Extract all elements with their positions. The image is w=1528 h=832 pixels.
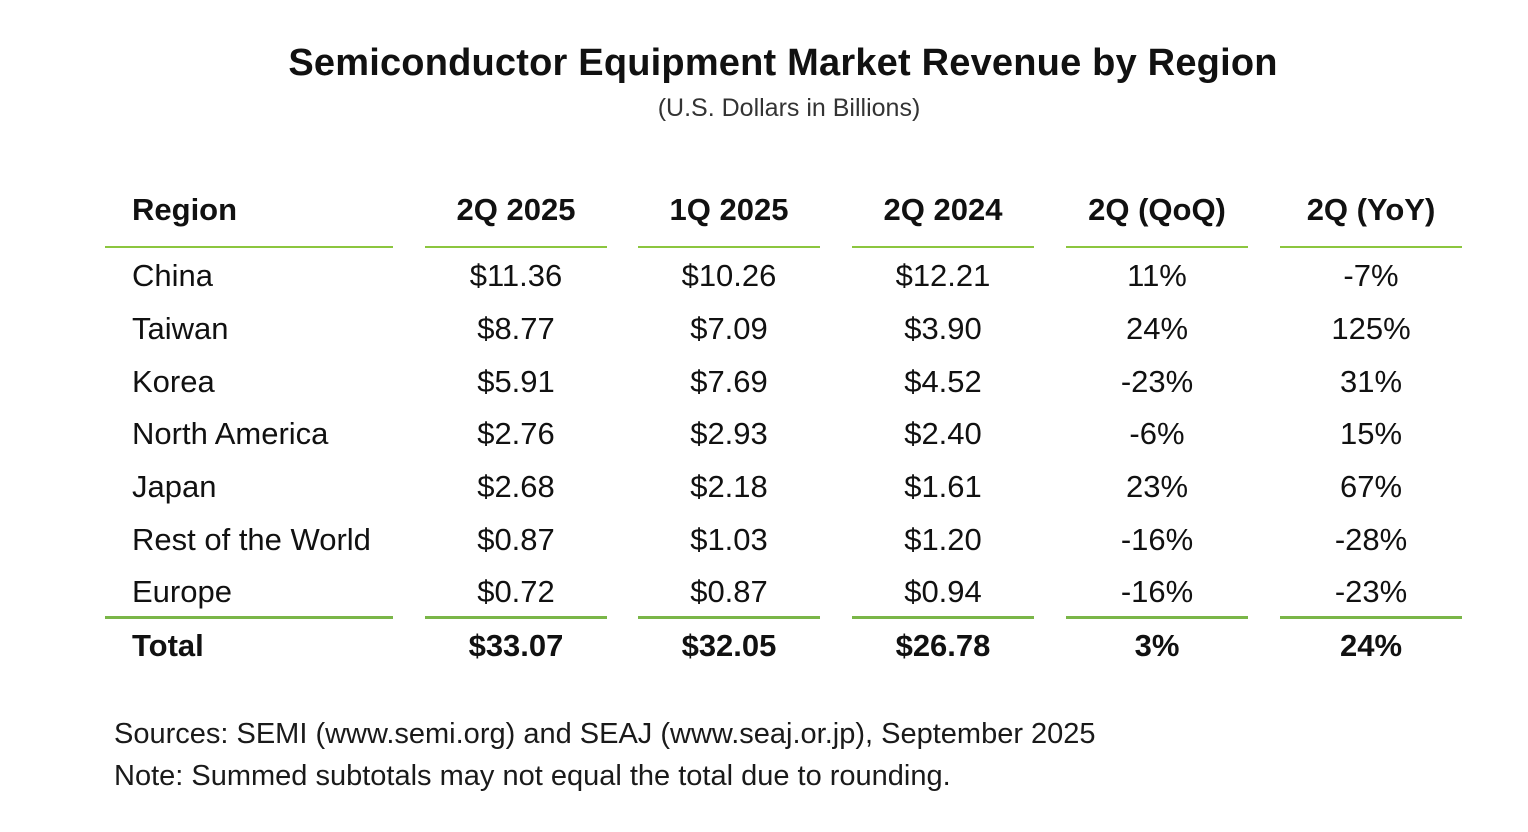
table-header-row: Region 2Q 2025 1Q 2025 2Q 2024 2Q (QoQ) …: [0, 190, 1528, 230]
value-cell: $4.52: [904, 364, 982, 399]
header-divider-segment: [105, 246, 393, 248]
header-divider-segment: [425, 246, 607, 248]
table-row: China $11.36 $10.26 $12.21 11% -7%: [0, 256, 1528, 296]
total-divider-segment: [852, 616, 1034, 619]
qoq-cell: -23%: [1120, 364, 1194, 399]
sources-note: Sources: SEMI (www.semi.org) and SEAJ (w…: [114, 718, 1096, 750]
table-row: North America $2.76 $2.93 $2.40 -6% 15%: [0, 414, 1528, 454]
value-cell: $5.91: [477, 364, 555, 399]
table-row: Taiwan $8.77 $7.09 $3.90 24% 125%: [0, 309, 1528, 349]
qoq-cell: -16%: [1120, 522, 1194, 557]
region-cell: Japan: [132, 469, 217, 504]
header-yoy: 2Q (YoY): [1306, 192, 1436, 227]
header-1q-2025: 1Q 2025: [669, 192, 789, 227]
yoy-cell: 15%: [1339, 416, 1403, 451]
yoy-cell: -23%: [1334, 574, 1408, 609]
rounding-note: Note: Summed subtotals may not equal the…: [114, 760, 951, 792]
yoy-cell: -28%: [1334, 522, 1408, 557]
value-cell: $2.40: [904, 416, 982, 451]
total-label: Total: [132, 628, 204, 663]
total-divider-segment: [1280, 616, 1462, 619]
yoy-cell: 31%: [1339, 364, 1403, 399]
value-cell: $0.87: [477, 522, 555, 557]
value-cell: $2.76: [477, 416, 555, 451]
header-divider-segment: [852, 246, 1034, 248]
total-divider-segment: [425, 616, 607, 619]
value-cell: $11.36: [469, 258, 563, 293]
value-cell: $0.94: [904, 574, 982, 609]
value-cell: $8.77: [477, 311, 555, 346]
total-qoq: 3%: [1134, 628, 1180, 663]
yoy-cell: 125%: [1331, 311, 1411, 346]
header-divider-segment: [1280, 246, 1462, 248]
value-cell: $2.68: [477, 469, 555, 504]
header-2q-2025: 2Q 2025: [456, 192, 576, 227]
total-2q-2025: $33.07: [468, 628, 564, 663]
header-region: Region: [132, 192, 238, 227]
table-total-row: Total $33.07 $32.05 $26.78 3% 24%: [0, 626, 1528, 666]
total-divider-segment: [638, 616, 820, 619]
page-subtitle: (U.S. Dollars in Billions): [657, 94, 921, 122]
table-row: Europe $0.72 $0.87 $0.94 -16% -23%: [0, 572, 1528, 612]
qoq-cell: 24%: [1125, 311, 1189, 346]
value-cell: $12.21: [895, 258, 991, 293]
header-divider-segment: [638, 246, 820, 248]
value-cell: $1.61: [904, 469, 982, 504]
qoq-cell: -6%: [1129, 416, 1185, 451]
yoy-cell: -7%: [1343, 258, 1399, 293]
table-row: Korea $5.91 $7.69 $4.52 -23% 31%: [0, 362, 1528, 402]
qoq-cell: 23%: [1125, 469, 1189, 504]
total-2q-2024: $26.78: [895, 628, 991, 663]
region-cell: Europe: [132, 574, 232, 609]
qoq-cell: 11%: [1127, 258, 1187, 293]
region-cell: Taiwan: [132, 311, 229, 346]
value-cell: $2.93: [690, 416, 768, 451]
total-1q-2025: $32.05: [681, 628, 777, 663]
region-cell: North America: [132, 416, 329, 451]
value-cell: $0.87: [690, 574, 768, 609]
value-cell: $3.90: [904, 311, 982, 346]
value-cell: $7.69: [690, 364, 768, 399]
region-cell: Korea: [132, 364, 215, 399]
header-2q-2024: 2Q 2024: [883, 192, 1003, 227]
region-cell: Rest of the World: [132, 522, 371, 557]
total-divider-segment: [105, 616, 393, 619]
qoq-cell: -16%: [1120, 574, 1194, 609]
total-yoy: 24%: [1339, 628, 1403, 663]
page-title: Semiconductor Equipment Market Revenue b…: [288, 42, 1278, 84]
value-cell: $1.03: [690, 522, 768, 557]
table-row: Rest of the World $0.87 $1.03 $1.20 -16%…: [0, 520, 1528, 560]
header-qoq: 2Q (QoQ): [1088, 192, 1226, 227]
region-cell: China: [132, 258, 213, 293]
yoy-cell: 67%: [1339, 469, 1403, 504]
value-cell: $2.18: [690, 469, 768, 504]
value-cell: $1.20: [904, 522, 982, 557]
table-row: Japan $2.68 $2.18 $1.61 23% 67%: [0, 467, 1528, 507]
value-cell: $7.09: [690, 311, 768, 346]
header-divider-segment: [1066, 246, 1248, 248]
value-cell: $10.26: [681, 258, 777, 293]
total-divider-segment: [1066, 616, 1248, 619]
value-cell: $0.72: [477, 574, 555, 609]
